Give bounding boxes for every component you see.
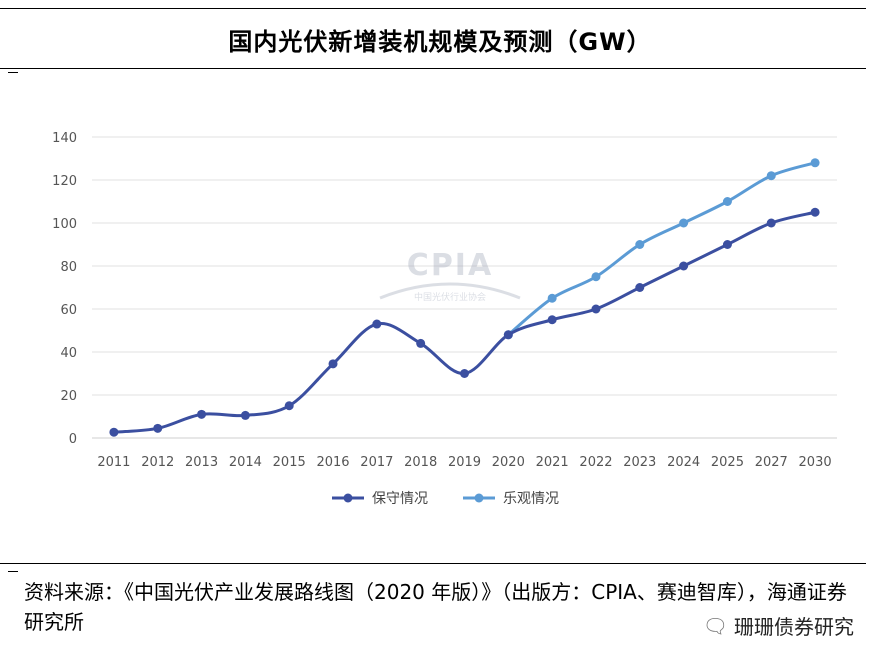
- data-point: [722, 197, 732, 206]
- legend-swatch-marker: [343, 493, 353, 503]
- legend-label: 保守情况: [372, 491, 428, 507]
- grid-lines: [92, 136, 837, 439]
- y-tick-label: 80: [60, 260, 77, 275]
- top-rule: [0, 8, 866, 9]
- y-tick-label: 100: [52, 217, 77, 232]
- cpia-watermark: CPIA 中国光伏行业协会: [379, 248, 521, 303]
- x-tick-label: 2025: [711, 455, 744, 470]
- x-tick-label: 2012: [141, 455, 174, 470]
- data-point: [635, 240, 645, 249]
- x-tick-label: 2023: [623, 455, 656, 470]
- x-tick-label: 2019: [448, 455, 481, 470]
- data-point: [591, 272, 601, 282]
- data-point: [460, 369, 469, 378]
- legend-swatch-marker: [474, 493, 484, 503]
- data-point: [240, 410, 250, 420]
- data-point: [635, 283, 645, 292]
- data-point: [109, 427, 119, 437]
- x-tick-label: 2030: [799, 455, 832, 470]
- title-rule: [0, 68, 866, 69]
- data-point: [722, 240, 732, 249]
- x-tick-label: 2022: [579, 455, 612, 470]
- y-axis-ticks: 0 20 40 60 80 100 120 140: [52, 131, 77, 447]
- x-tick-label: 2020: [492, 455, 525, 470]
- source-rule: [0, 563, 866, 564]
- cpia-logo-subtext: 中国光伏行业协会: [414, 291, 486, 303]
- x-tick-label: 2011: [97, 455, 130, 470]
- x-tick-label: 2017: [360, 455, 393, 470]
- cpia-logo-text: CPIA: [407, 248, 493, 283]
- data-point: [547, 315, 557, 325]
- cpia-logo-arc: [379, 282, 521, 300]
- wechat-icon: 🗨: [702, 613, 728, 638]
- y-tick-label: 120: [52, 174, 77, 189]
- series-line-保守情况: [113, 210, 816, 434]
- legend-label: 乐观情况: [503, 491, 559, 507]
- y-tick-label: 60: [60, 303, 77, 318]
- data-point: [328, 359, 338, 369]
- y-tick-label: 40: [60, 346, 77, 361]
- chart-title: 国内光伏新增装机规模及预测（GW）: [228, 28, 652, 56]
- data-point: [810, 207, 820, 217]
- data-point: [547, 293, 557, 303]
- title-rule-mark: [8, 72, 18, 73]
- data-point: [372, 319, 382, 329]
- data-point: [766, 218, 776, 228]
- source-note: 资料来源：《中国光伏产业发展路线图（2020 年版）》（出版方：CPIA、赛迪智…: [24, 580, 847, 634]
- data-point: [284, 401, 294, 411]
- x-tick-label: 2014: [229, 455, 262, 470]
- data-point: [416, 338, 426, 348]
- data-point: [679, 261, 689, 271]
- brand-name: 珊珊债券研究: [734, 615, 854, 639]
- chart-series: [109, 158, 820, 437]
- y-tick-label: 20: [60, 389, 77, 404]
- data-point: [153, 423, 163, 433]
- data-point: [197, 409, 207, 419]
- data-point: [810, 158, 820, 168]
- x-tick-label: 2015: [273, 455, 306, 470]
- x-tick-label: 2018: [404, 455, 437, 470]
- source-rule-mark: [8, 571, 18, 572]
- x-tick-label: 2021: [536, 455, 569, 470]
- data-point: [766, 171, 776, 181]
- brand-watermark: 🗨 珊珊债券研究: [703, 611, 854, 640]
- data-point: [679, 218, 689, 228]
- x-tick-label: 2024: [667, 455, 700, 470]
- y-tick-label: 140: [52, 131, 77, 146]
- data-point: [503, 330, 513, 340]
- x-tick-label: 2013: [185, 455, 218, 470]
- chart-legend: 保守情况 乐观情况: [332, 491, 559, 507]
- data-point: [591, 304, 601, 314]
- y-tick-label: 0: [69, 432, 77, 447]
- x-tick-label: 2027: [755, 455, 788, 470]
- x-tick-label: 2016: [316, 455, 349, 470]
- x-axis-ticks: 2011 2012 2013 2014 2015 2016 2017 2018 2019 2020…: [97, 455, 831, 470]
